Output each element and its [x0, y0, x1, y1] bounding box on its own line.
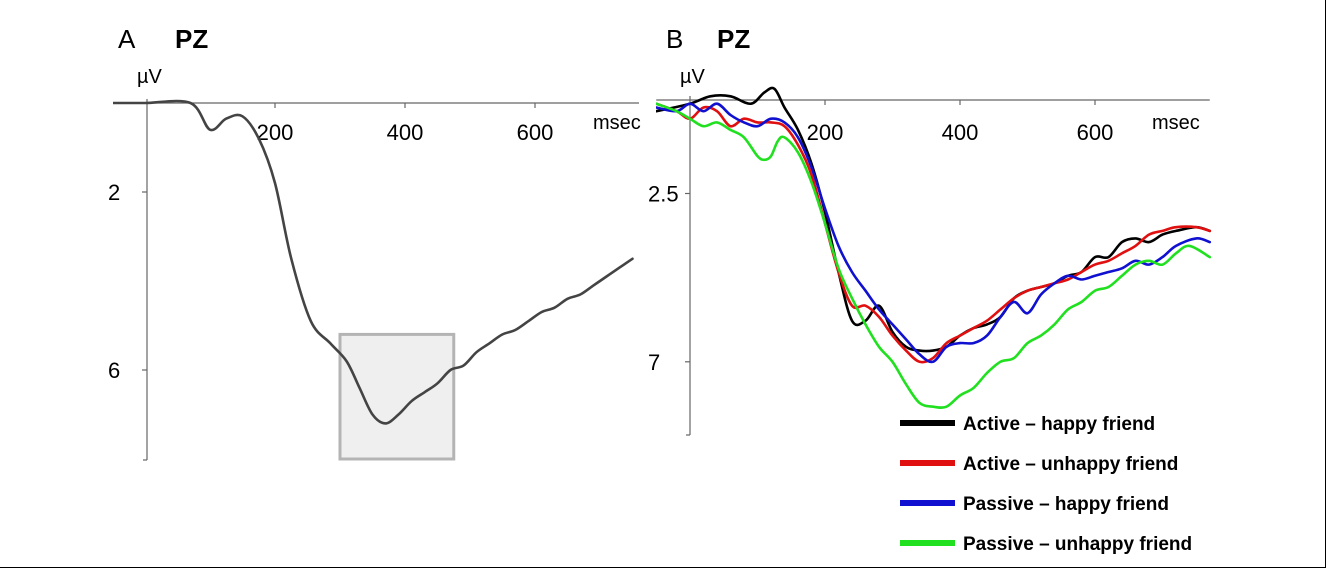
panel-b-series-line-1 — [656, 102, 1212, 364]
legend-label: Active – unhappy friend — [963, 454, 1178, 475]
legend-label: Active – happy friend — [963, 414, 1155, 435]
panel-b-y-tick-label: 2.5 — [648, 182, 679, 207]
legend-label: Passive – unhappy friend — [963, 534, 1192, 555]
panel-a-title: PZ — [175, 24, 208, 54]
panel-a-plot-area — [113, 99, 634, 461]
panel-a-xlabel: msec — [593, 112, 641, 134]
panel-a: A PZ µV msec 200 400 600 2 6 — [108, 24, 641, 461]
panel-b-plot-area — [656, 86, 1212, 409]
panel-b-series-line-3 — [656, 102, 1212, 409]
panel-a-axes: 200 400 600 2 6 — [108, 99, 639, 461]
panel-a-ylabel: µV — [137, 66, 163, 88]
panel-b-axes: 200 400 600 2.5 7 — [648, 96, 1210, 436]
panel-b-y-tick-label: 7 — [648, 350, 660, 375]
panel-b-title: PZ — [717, 24, 750, 54]
legend-label: Passive – happy friend — [963, 494, 1169, 515]
panel-a-y-tick-label: 6 — [108, 358, 120, 383]
panel-a-x-tick-label: 600 — [517, 120, 554, 145]
panel-b-x-tick-label: 400 — [942, 120, 979, 145]
panel-a-analysis-window — [338, 332, 456, 461]
panel-b-xlabel: msec — [1152, 112, 1200, 134]
panel-a-y-tick-label: 2 — [108, 180, 120, 205]
panel-a-series-line-0 — [113, 99, 634, 425]
panel-a-letter: A — [118, 24, 136, 54]
panel-b-x-tick-label: 600 — [1077, 120, 1114, 145]
panel-b-ylabel: µV — [680, 66, 706, 88]
panel-b-series-line-2 — [656, 102, 1212, 364]
panel-b: B PZ µV msec 200 400 600 2.5 7 Active – happ… — [648, 24, 1212, 555]
panel-b-legend: Active – happy friend Active – unhappy fr… — [900, 414, 1192, 555]
panel-b-series-line-0 — [656, 86, 1212, 353]
panel-b-letter: B — [666, 24, 683, 54]
panel-a-x-tick-label: 200 — [257, 120, 294, 145]
panel-a-x-tick-label: 400 — [387, 120, 424, 145]
panel-b-x-tick-label: 200 — [807, 120, 844, 145]
